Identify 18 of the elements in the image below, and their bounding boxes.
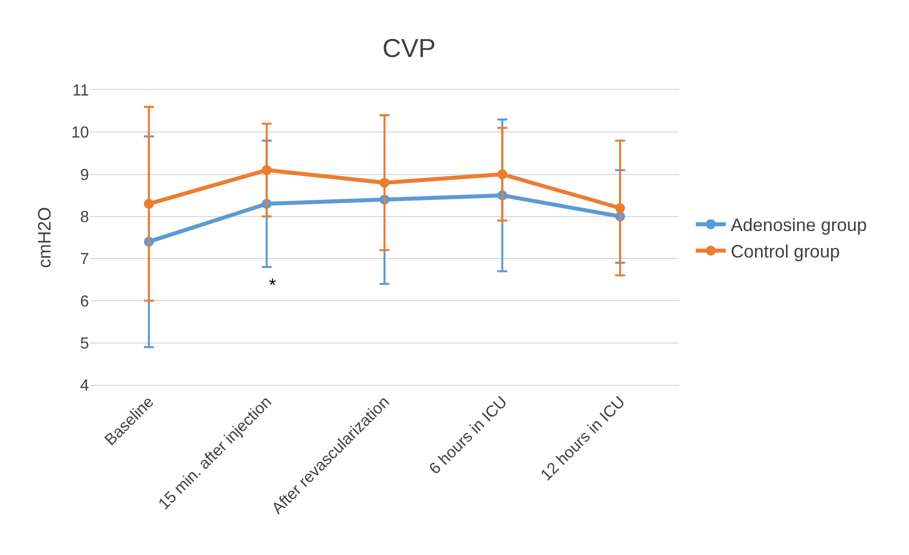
y-tick-label: 10 [71, 124, 90, 142]
y-tick-label: 5 [80, 335, 90, 352]
y-tick-label: 6 [80, 293, 90, 310]
y-tick-label: 9 [80, 166, 90, 184]
chart-title: CVP [382, 33, 436, 64]
point [144, 198, 154, 209]
legend-label: Control group [730, 242, 840, 262]
point [262, 165, 272, 176]
y-tick-label: 4 [80, 378, 90, 395]
y-tick-label: 11 [72, 82, 90, 100]
y-tick-label: 8 [80, 209, 90, 226]
annotation: * [269, 275, 276, 295]
legend-label: Adenosine group [730, 215, 867, 236]
point [380, 178, 390, 188]
y-tick-label: 7 [80, 251, 90, 268]
y-axis-title: cmH2O [34, 206, 54, 268]
point [615, 203, 626, 213]
point [497, 169, 508, 180]
